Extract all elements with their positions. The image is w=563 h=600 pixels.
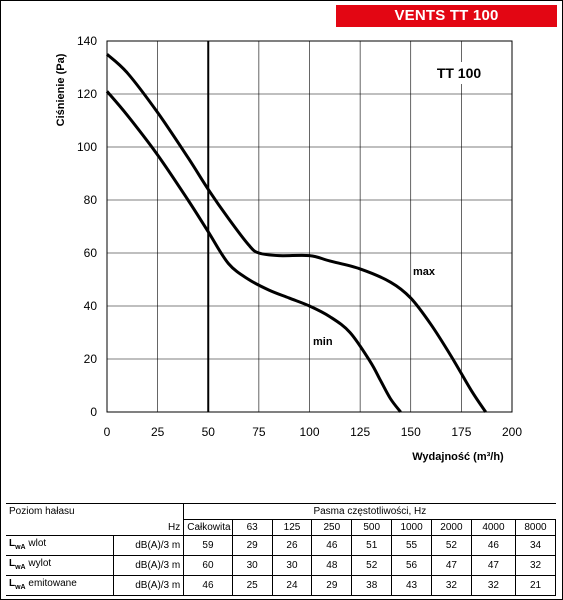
band-header: Całkowita xyxy=(183,519,233,536)
y-axis-label: Ciśnienie (Pa) xyxy=(55,53,67,126)
noise-value: 25 xyxy=(231,575,273,596)
pressure-chart: 0 25 50 75 100 125 150 175 200 0 20 40 60 80 100 120 14… xyxy=(55,34,523,463)
bands-title: Pasma częstotliwości, Hz xyxy=(183,503,556,520)
row-unit: dB(A)/3 m xyxy=(113,575,185,596)
noise-value: 38 xyxy=(351,575,393,596)
band-header: 1000 xyxy=(391,519,432,536)
noise-header-row-2: Hz Całkowita 63 125 250 500 1000 2000 4000 8000 xyxy=(6,519,556,536)
band-header: 8000 xyxy=(515,519,556,536)
band-header: 4000 xyxy=(470,519,517,536)
band-header: 500 xyxy=(351,519,393,536)
band-header: 125 xyxy=(271,519,313,536)
chart-title-box xyxy=(420,62,492,84)
band-header: 2000 xyxy=(431,519,472,536)
x-tick-label: 175 xyxy=(451,425,471,439)
x-tick-label: 75 xyxy=(252,425,266,439)
series-line-max xyxy=(105,53,487,413)
noise-row-label: LwA emitowane xyxy=(6,575,115,596)
noise-value: 32 xyxy=(515,555,556,576)
x-tick-label: 125 xyxy=(350,425,370,439)
y-tick-label: 140 xyxy=(77,34,97,48)
y-tick-label: 80 xyxy=(84,193,98,207)
noise-value: 52 xyxy=(351,555,393,576)
y-tick-label: 0 xyxy=(90,405,97,419)
y-tick-label: 40 xyxy=(84,299,98,313)
row-label-text: emitowane xyxy=(28,578,77,589)
noise-value: 43 xyxy=(391,575,432,596)
noise-row-label: LwA wlot xyxy=(6,535,115,556)
y-tick-labels: 0 20 40 60 80 100 120 140 xyxy=(77,34,97,419)
noise-title: Poziom hałasu xyxy=(6,503,184,520)
series-layer xyxy=(105,53,487,413)
noise-value: 29 xyxy=(311,575,353,596)
x-axis-label: Wydajność (m³/h) xyxy=(412,451,504,463)
unit-header: Hz xyxy=(113,519,185,536)
noise-value: 24 xyxy=(271,575,313,596)
noise-value: 55 xyxy=(391,535,432,556)
series-label-min: min xyxy=(313,336,333,348)
x-tick-label: 150 xyxy=(401,425,421,439)
band-header: 63 xyxy=(231,519,273,536)
noise-value: 29 xyxy=(231,535,273,556)
lw-symbol: L xyxy=(9,538,16,549)
noise-row: LwA wylot dB(A)/3 m 60 30 30 48 52 56 47 47 32 xyxy=(6,555,556,576)
noise-value: 32 xyxy=(431,575,472,596)
noise-value: 30 xyxy=(271,555,313,576)
lw-subscript: wA xyxy=(15,564,26,571)
y-tick-label: 60 xyxy=(84,246,98,260)
x-tick-label: 200 xyxy=(502,425,522,439)
noise-value: 46 xyxy=(470,535,517,556)
noise-value: 34 xyxy=(515,535,556,556)
noise-row: LwA wlot dB(A)/3 m 59 29 26 46 51 55 52 46 34 xyxy=(6,535,556,556)
noise-value: 21 xyxy=(515,575,556,596)
chart-title: TT 100 xyxy=(437,65,482,81)
x-tick-label: 0 xyxy=(104,425,111,439)
series-label-max: max xyxy=(413,266,436,278)
noise-value: 32 xyxy=(470,575,517,596)
y-tick-label: 120 xyxy=(77,87,97,101)
noise-value: 59 xyxy=(183,535,233,556)
noise-row: LwA emitowane dB(A)/3 m 46 25 24 29 38 43 32 32 21 xyxy=(6,575,556,596)
noise-value: 52 xyxy=(431,535,472,556)
x-tick-label: 25 xyxy=(151,425,165,439)
noise-value: 60 xyxy=(183,555,233,576)
noise-value: 30 xyxy=(231,555,273,576)
brand-banner: VENTS TT 100 xyxy=(336,5,557,27)
noise-value: 46 xyxy=(183,575,233,596)
noise-row-label: LwA wylot xyxy=(6,555,115,576)
series-line-min xyxy=(105,90,402,413)
noise-value: 47 xyxy=(431,555,472,576)
noise-value: 48 xyxy=(311,555,353,576)
lw-symbol: L xyxy=(9,578,16,589)
lw-subscript: wA xyxy=(15,584,26,591)
y-tick-label: 100 xyxy=(77,140,97,154)
row-unit: dB(A)/3 m xyxy=(113,535,185,556)
noise-header-row-1: Poziom hałasu Pasma częstotliwości, Hz xyxy=(6,503,556,520)
lw-symbol: L xyxy=(9,558,16,569)
lw-subscript: wA xyxy=(15,544,26,551)
y-tick-label: 20 xyxy=(84,352,98,366)
noise-value: 46 xyxy=(311,535,353,556)
noise-table: Poziom hałasu Pasma częstotliwości, Hz H… xyxy=(6,503,556,596)
noise-value: 47 xyxy=(470,555,517,576)
noise-value: 26 xyxy=(271,535,313,556)
row-label-text: wylot xyxy=(28,558,52,569)
band-header: 250 xyxy=(311,519,353,536)
plot-frame xyxy=(106,40,513,413)
x-tick-label: 50 xyxy=(202,425,216,439)
x-tick-labels: 0 25 50 75 100 125 150 175 200 xyxy=(104,425,523,439)
row-unit: dB(A)/3 m xyxy=(113,555,185,576)
noise-value: 51 xyxy=(351,535,393,556)
row-label-text: wlot xyxy=(28,538,47,549)
noise-value: 56 xyxy=(391,555,432,576)
x-tick-label: 100 xyxy=(299,425,319,439)
